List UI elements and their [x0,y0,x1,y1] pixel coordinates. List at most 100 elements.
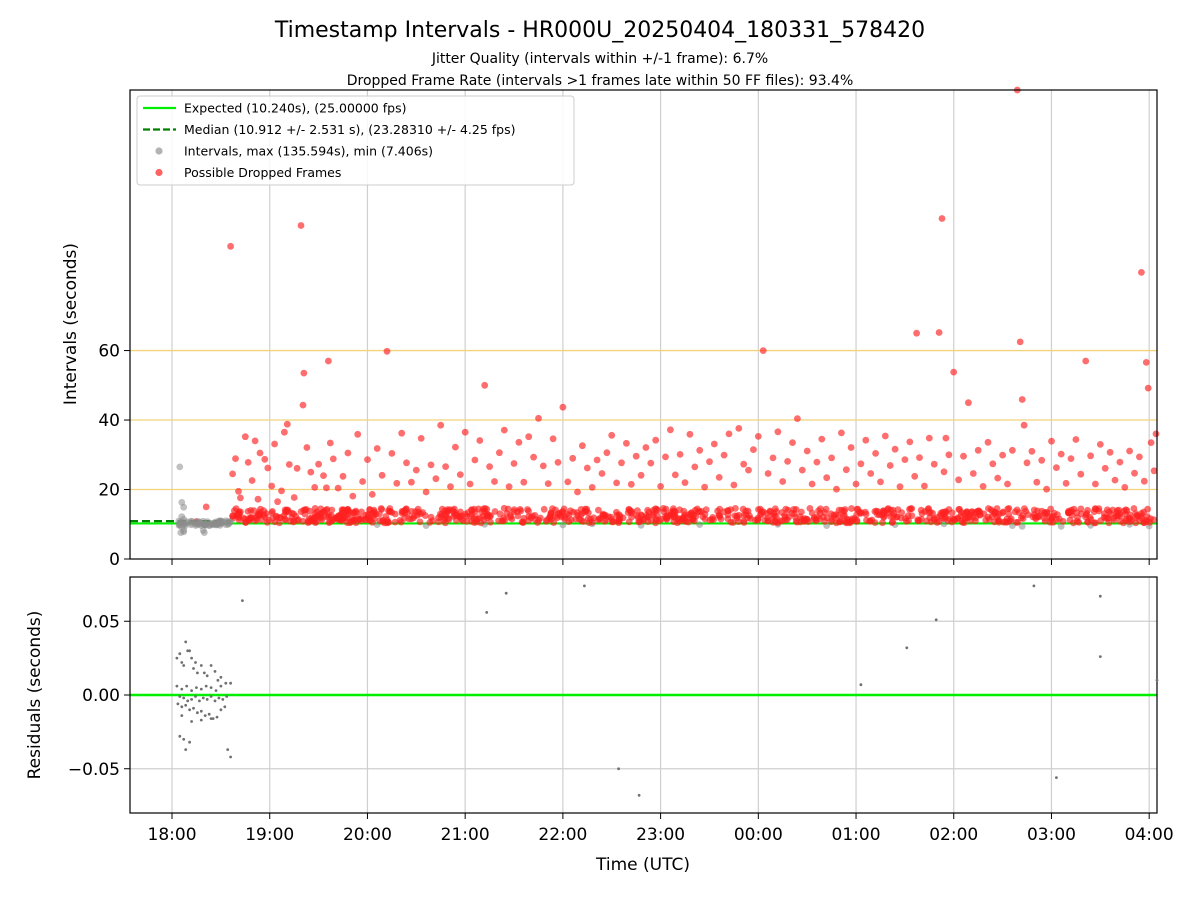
interval-point [187,517,195,525]
dropped-frame-point [925,434,933,442]
dropped-frame-point [540,505,548,513]
dropped-frame-point [1106,448,1114,456]
residual-point [205,674,209,678]
dropped-frame-point [735,518,742,525]
dropped-frame-point [401,509,409,517]
dropped-frame-point [689,516,697,523]
dropped-frame-point [994,474,1002,482]
residual-point [180,661,184,664]
residuals-y-axis-label: Residuals (seconds) [25,611,45,780]
dropped-frame-point [307,468,315,476]
dropped-frame-point [1038,507,1046,515]
dropped-frame-point [732,505,739,512]
residual-point [182,696,186,700]
dropped-frame-point [280,512,288,520]
dropped-frame-point [1144,505,1151,513]
legend-label: Intervals, max (135.594s), min (7.406s) [184,144,433,159]
dropped-frame-point [754,433,762,440]
dropped-frame-point [595,506,602,514]
dropped-frame-point [1123,507,1131,514]
dropped-frame-point [771,518,779,525]
residual-point [178,695,182,698]
dropped-frame-point [1138,269,1145,276]
dropped-frame-point [244,459,252,466]
dropped-frame-point [828,454,835,462]
dropped-frame-point [735,425,743,432]
dropped-frame-point [840,507,848,515]
dropped-frame-point [691,463,699,471]
residual-point [190,656,194,660]
residual-point [196,711,199,715]
residual-point [905,646,909,650]
residual-point [199,664,203,667]
dropped-frame-point [927,508,934,516]
residual-point [194,661,197,664]
dropped-frame-point [350,516,358,524]
dropped-frame-point [283,420,291,428]
dropped-frame-point [717,515,725,523]
dropped-frame-point [901,456,909,463]
residual-point [184,640,188,644]
x-tick-label: 01:00 [832,825,881,845]
dropped-frame-point [769,454,777,462]
dropped-frame-point [1004,480,1011,488]
dropped-frame-point [1140,477,1148,485]
dropped-frame-point [1067,455,1075,462]
dropped-frame-point [881,432,889,440]
dropped-frame-point [725,430,733,438]
residuals-plot-panel: 0.05 0.00 −0.05 18:00 19:00 20:00 21:00 22:00 2… [25,576,1174,875]
dropped-frame-point [627,480,635,488]
dropped-frame-point [235,487,242,495]
residual-point [188,649,192,653]
residual-point [182,737,186,741]
dropped-frame-point [388,450,396,457]
residual-point [209,664,213,667]
dropped-frame-point [500,426,508,434]
y-tick-label: 0.00 [82,686,120,706]
dropped-frame-point [607,513,615,521]
dropped-frame-point [1092,519,1099,527]
dropped-frame-point [486,463,493,470]
dropped-frame-point [1004,505,1012,513]
dropped-frame-point [951,515,958,523]
dropped-frame-point [256,449,264,457]
dropped-frame-point [1147,439,1155,446]
dropped-frame-point [1059,517,1067,525]
dropped-frame-point [344,506,352,513]
dropped-frame-point [801,515,809,523]
dropped-frame-point [960,452,967,460]
dropped-frame-point [1142,359,1150,366]
dropped-frame-point [833,485,840,493]
dropped-frame-point [984,513,992,521]
dropped-frame-point [393,479,401,487]
dropped-frame-point [306,507,314,515]
dropped-frame-point [1038,456,1046,464]
residual-point [213,670,217,673]
residual-point [175,684,179,688]
interval-point [209,521,217,529]
residual-point [180,714,184,717]
dropped-frame-point [942,434,950,442]
dropped-frame-point [1084,518,1092,526]
residual-point [225,695,229,698]
dropped-frame-point [806,505,814,512]
dropped-frame-point [297,508,305,515]
dropped-frame-point [264,464,272,472]
dropped-frame-point [1152,430,1160,438]
dropped-frame-point [574,488,581,496]
dropped-frame-point [452,443,459,451]
dropped-frame-point [241,433,249,441]
interval-point [180,528,188,536]
dropped-frame-point [894,506,902,513]
dropped-frame-point [274,498,281,506]
dropped-frame-point [880,514,888,521]
residual-point [1098,655,1102,658]
residual-point [229,681,233,685]
residual-point [207,712,211,716]
dropped-frame-point [889,506,897,514]
dropped-frame-point [819,513,827,521]
dropped-frame-point [664,512,671,520]
dropped-frame-point [992,509,1000,517]
dropped-frame-point [848,505,855,512]
dropped-frame-point [662,453,669,461]
